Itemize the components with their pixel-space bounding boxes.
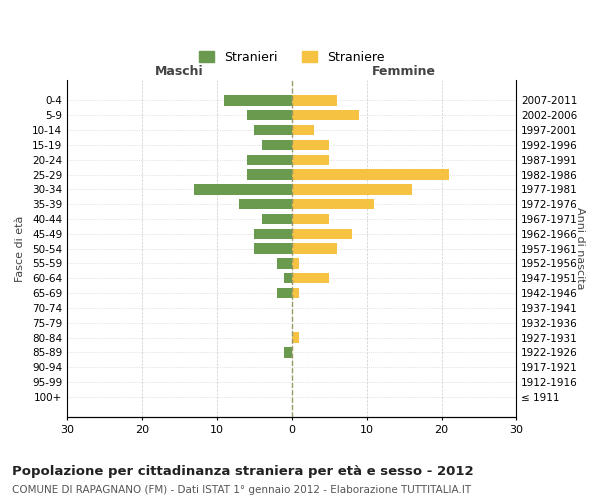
Y-axis label: Fasce di età: Fasce di età	[15, 216, 25, 282]
Bar	[292, 125, 314, 136]
Bar	[224, 96, 292, 106]
Bar	[254, 244, 292, 254]
Bar	[292, 332, 299, 343]
Bar	[292, 170, 449, 180]
Bar	[292, 288, 299, 298]
Bar	[292, 110, 359, 120]
Text: Popolazione per cittadinanza straniera per età e sesso - 2012: Popolazione per cittadinanza straniera p…	[12, 465, 473, 478]
Bar	[247, 170, 292, 180]
Bar	[284, 273, 292, 283]
Bar	[292, 228, 352, 239]
Bar	[247, 154, 292, 165]
Bar	[292, 154, 329, 165]
Bar	[254, 228, 292, 239]
Bar	[262, 214, 292, 224]
Bar	[277, 258, 292, 268]
Bar	[254, 125, 292, 136]
Bar	[262, 140, 292, 150]
Text: Maschi: Maschi	[155, 65, 204, 78]
Text: COMUNE DI RAPAGNANO (FM) - Dati ISTAT 1° gennaio 2012 - Elaborazione TUTTITALIA.: COMUNE DI RAPAGNANO (FM) - Dati ISTAT 1°…	[12, 485, 471, 495]
Bar	[292, 199, 374, 209]
Bar	[292, 96, 337, 106]
Bar	[292, 184, 412, 194]
Bar	[284, 347, 292, 358]
Bar	[292, 273, 329, 283]
Bar	[194, 184, 292, 194]
Y-axis label: Anni di nascita: Anni di nascita	[575, 208, 585, 290]
Bar	[292, 214, 329, 224]
Text: Femmine: Femmine	[372, 65, 436, 78]
Bar	[239, 199, 292, 209]
Bar	[292, 258, 299, 268]
Bar	[292, 244, 337, 254]
Bar	[277, 288, 292, 298]
Bar	[292, 140, 329, 150]
Legend: Stranieri, Straniere: Stranieri, Straniere	[194, 46, 390, 68]
Bar	[247, 110, 292, 120]
